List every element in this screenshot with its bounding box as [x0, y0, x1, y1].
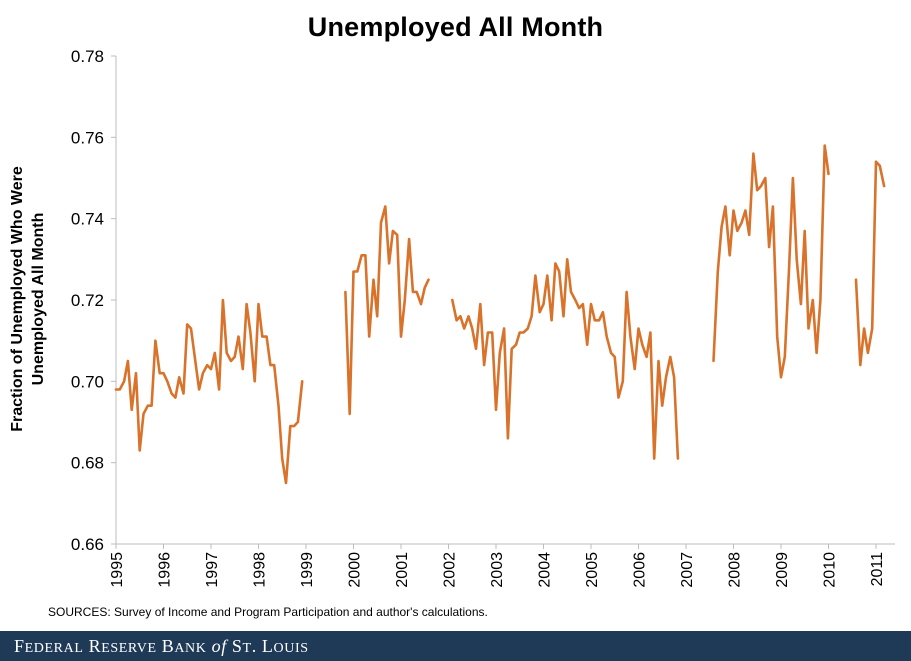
- x-tick-label: 2000: [347, 552, 364, 588]
- y-tick-label: 0.70: [71, 372, 104, 391]
- footer-text-part: FEDERAL RESERVE BANK: [14, 636, 207, 656]
- y-tick-label: 0.78: [71, 47, 104, 66]
- chart-title: Unemployed All Month: [307, 12, 604, 42]
- y-tick-label: 0.74: [71, 210, 104, 229]
- x-tick-label: 2009: [774, 552, 791, 588]
- series-line-segment: [854, 160, 886, 367]
- x-tick-label: 1996: [157, 552, 174, 588]
- y-axis-label-line-2: Unemployed All Month: [30, 212, 47, 386]
- x-tick-label: 1999: [299, 552, 316, 588]
- x-tick-label: 2004: [537, 552, 554, 588]
- footer-organization: FEDERAL RESERVE BANK of ST. LOUIS: [14, 636, 309, 657]
- y-tick-label: 0.76: [71, 128, 104, 147]
- series-line-segment: [451, 258, 680, 460]
- line-chart: 0.66 0.68 0.70 0.72 0.74 0.76 0.78 1995 1996 1997…: [71, 47, 895, 588]
- x-tick-label: 1997: [204, 552, 221, 588]
- y-tick-label: 0.68: [71, 454, 104, 473]
- x-tick-label: 2010: [822, 552, 839, 588]
- footer-bar: FEDERAL RESERVE BANK of ST. LOUIS: [0, 631, 911, 661]
- footer-text-part: ST. LOUIS: [231, 636, 309, 656]
- sources-note: SOURCES: Survey of Income and Program Pa…: [48, 605, 488, 619]
- series-line-segment: [712, 144, 830, 379]
- x-tick-label: 1995: [109, 552, 126, 588]
- x-tick-label: 2002: [442, 552, 459, 588]
- x-tick-label: 2001: [394, 552, 411, 588]
- y-axis-label-line-1: Fraction of Unemployed Who Were: [9, 166, 26, 432]
- series-line-segment: [114, 298, 304, 485]
- x-tick-label: 2007: [679, 552, 696, 588]
- y-tick-label: 0.66: [71, 535, 104, 554]
- x-tick-label: 2008: [727, 552, 744, 588]
- footer-text-part: of: [211, 636, 227, 656]
- x-tick-label: 2003: [489, 552, 506, 588]
- y-axis-label: Fraction of Unemployed Who Were Unemploy…: [7, 119, 49, 479]
- x-tick-label: 2011: [869, 552, 886, 587]
- x-tick-label: 2006: [632, 552, 649, 588]
- x-tick-label: 1998: [252, 552, 269, 588]
- series-line-segment: [344, 205, 430, 416]
- x-tick-label: 2005: [584, 552, 601, 588]
- y-tick-label: 0.72: [71, 291, 104, 310]
